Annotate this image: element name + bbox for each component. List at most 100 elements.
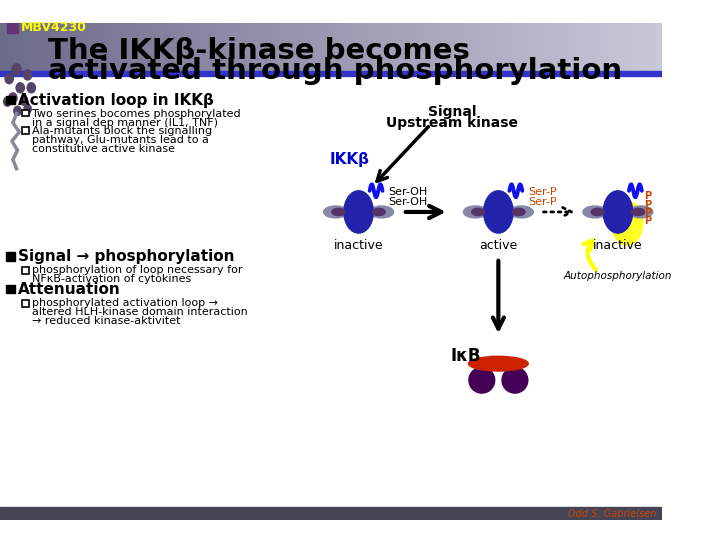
Bar <box>470 23 471 71</box>
Bar <box>560 23 561 71</box>
Bar <box>188 23 189 71</box>
Text: P: P <box>644 216 652 226</box>
Bar <box>210 23 212 71</box>
Bar <box>22 110 29 116</box>
Bar <box>285 23 286 71</box>
Bar <box>503 23 504 71</box>
Bar <box>394 23 395 71</box>
Bar <box>270 23 271 71</box>
Bar <box>315 23 316 71</box>
Bar <box>656 23 657 71</box>
Bar <box>603 23 604 71</box>
Bar <box>329 23 330 71</box>
Bar <box>379 23 381 71</box>
Bar <box>420 23 421 71</box>
Bar <box>19 23 20 71</box>
Bar <box>271 23 272 71</box>
Bar <box>62 23 63 71</box>
Bar <box>116 23 117 71</box>
Bar <box>477 23 478 71</box>
Bar <box>123 23 124 71</box>
Bar <box>516 23 517 71</box>
Bar <box>3 23 4 71</box>
Bar <box>29 23 30 71</box>
Bar <box>282 23 283 71</box>
Bar <box>465 23 466 71</box>
Bar <box>303 23 305 71</box>
Bar <box>444 23 445 71</box>
Bar <box>4 23 6 71</box>
Bar <box>53 23 54 71</box>
Bar <box>68 23 69 71</box>
Bar <box>510 23 511 71</box>
Bar <box>104 23 105 71</box>
Bar <box>501 23 502 71</box>
Text: IκB: IκB <box>451 347 481 365</box>
Bar <box>413 23 414 71</box>
Bar <box>648 23 649 71</box>
Bar <box>364 23 365 71</box>
Bar <box>298 23 299 71</box>
Bar <box>657 23 658 71</box>
Bar <box>81 23 82 71</box>
Bar <box>60 23 62 71</box>
Bar <box>275 23 276 71</box>
Bar <box>398 23 399 71</box>
Bar <box>461 23 462 71</box>
Bar <box>72 23 73 71</box>
Bar <box>378 23 379 71</box>
Bar <box>488 23 489 71</box>
Bar <box>376 23 377 71</box>
Bar <box>57 23 58 71</box>
Bar <box>309 23 310 71</box>
Bar <box>195 23 196 71</box>
Bar <box>239 23 240 71</box>
Bar <box>447 23 448 71</box>
Bar <box>180 23 181 71</box>
Bar <box>661 23 662 71</box>
Bar <box>48 23 49 71</box>
Bar <box>629 23 630 71</box>
Bar <box>392 23 394 71</box>
Bar <box>485 23 487 71</box>
Bar <box>307 23 308 71</box>
Bar <box>497 23 498 71</box>
Bar <box>640 23 641 71</box>
Bar <box>94 23 95 71</box>
Ellipse shape <box>324 206 348 218</box>
Bar <box>381 23 382 71</box>
Ellipse shape <box>14 106 21 116</box>
Bar <box>651 23 652 71</box>
Bar <box>633 23 634 71</box>
Bar <box>137 23 138 71</box>
Bar <box>9 23 10 71</box>
Bar <box>255 23 256 71</box>
Bar <box>372 23 373 71</box>
Bar <box>449 23 451 71</box>
Bar <box>546 23 547 71</box>
Bar <box>352 23 353 71</box>
Bar <box>602 23 603 71</box>
Bar <box>605 23 606 71</box>
Bar <box>55 23 56 71</box>
Bar <box>559 23 560 71</box>
Bar <box>610 23 611 71</box>
Bar <box>332 23 333 71</box>
Bar <box>339 23 341 71</box>
Bar <box>577 23 578 71</box>
Bar <box>658 23 660 71</box>
Bar <box>601 23 602 71</box>
Bar <box>574 23 575 71</box>
Bar <box>536 23 537 71</box>
Bar <box>408 23 409 71</box>
Bar <box>293 23 294 71</box>
Bar <box>305 23 306 71</box>
Ellipse shape <box>469 367 495 393</box>
Bar <box>56 23 57 71</box>
Bar <box>565 23 567 71</box>
Bar <box>493 23 494 71</box>
Bar <box>462 23 464 71</box>
Ellipse shape <box>469 356 528 371</box>
Text: constitutive active kinase: constitutive active kinase <box>32 144 175 154</box>
Bar <box>223 23 225 71</box>
